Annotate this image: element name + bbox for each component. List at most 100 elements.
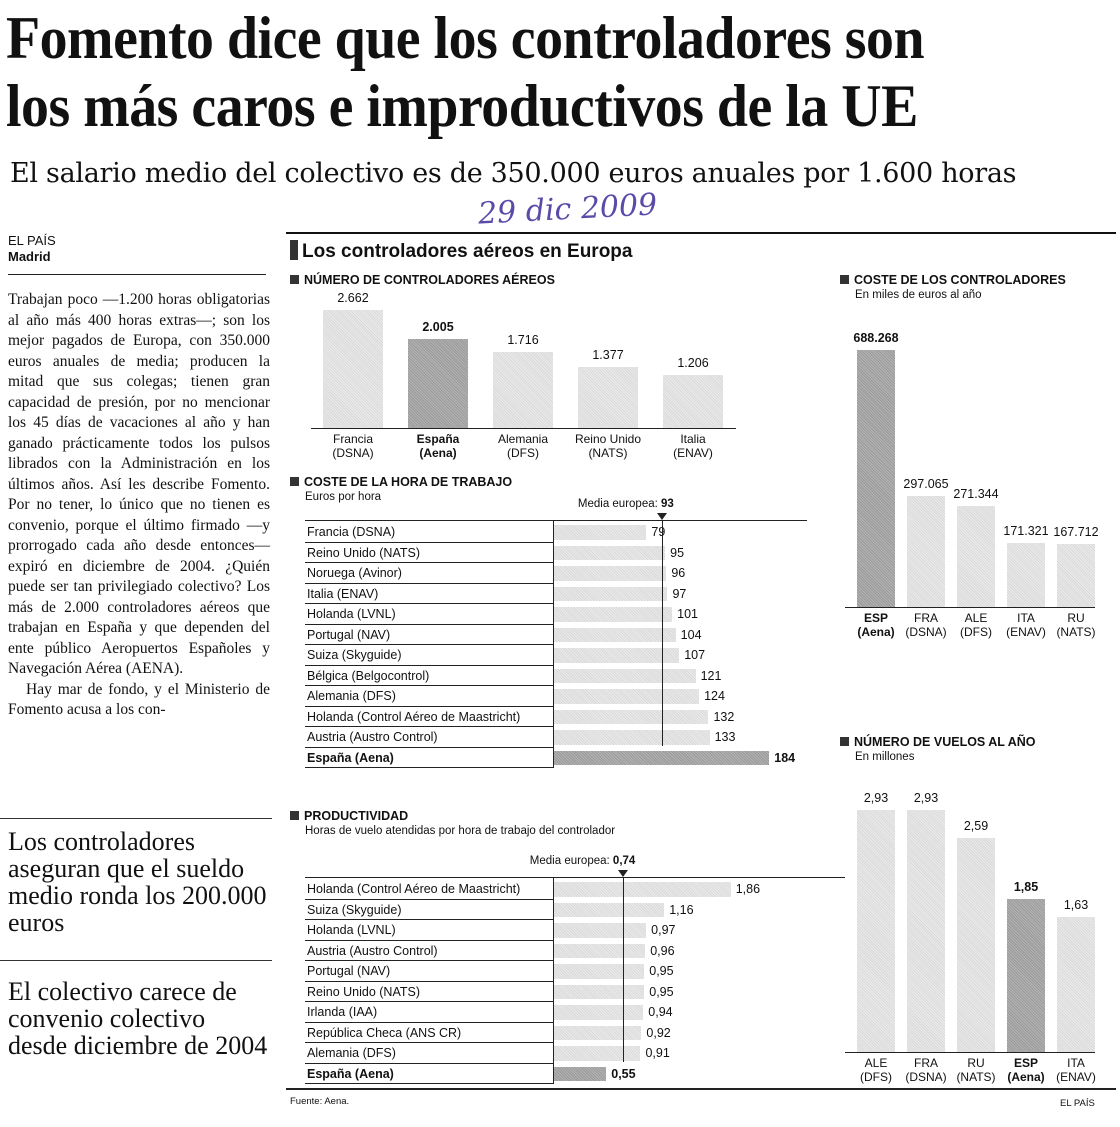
bar	[1007, 543, 1045, 607]
bar	[554, 586, 668, 601]
bar	[857, 350, 895, 607]
row-label: Suiza (Skyguide)	[305, 900, 553, 920]
row-label: Portugal (NAV)	[305, 625, 553, 645]
bar	[554, 1066, 607, 1081]
top-rule	[305, 877, 845, 878]
mean-marker-icon	[618, 870, 629, 877]
category-label: (NATS)	[956, 1070, 996, 1084]
category-label: (DFS)	[860, 1070, 892, 1084]
bar	[554, 689, 700, 704]
data-label: 0,92	[646, 1025, 671, 1040]
row-label: Noruega (Avinor)	[305, 563, 553, 584]
bar	[493, 351, 553, 428]
headline: Fomento dice que los controladores son l…	[6, 4, 1038, 140]
bar	[554, 709, 709, 724]
data-label: 133	[714, 730, 736, 744]
baseline	[845, 1052, 1095, 1053]
chart-title: NÚMERO DE CONTROLADORES AÉREOS	[290, 273, 555, 287]
mean-marker-icon	[656, 513, 667, 520]
data-label: 2.662	[337, 291, 369, 305]
mean-line	[661, 520, 663, 746]
category-label: España	[416, 432, 460, 446]
category-label: Italia	[680, 432, 706, 446]
divider	[8, 274, 266, 275]
category-label: (Aena)	[857, 625, 895, 639]
paragraph: Hay mar de fondo, y el Ministerio de Fom…	[8, 680, 270, 719]
chart-subtitle: En miles de euros al año	[855, 289, 982, 301]
data-label: 0,55	[611, 1066, 636, 1081]
data-label: 688.268	[853, 331, 899, 345]
bar	[1007, 899, 1045, 1052]
data-label: 1,63	[1063, 898, 1089, 913]
bar	[554, 545, 666, 560]
row-label: Holanda (LVNL)	[305, 604, 553, 625]
data-label: 2,93	[863, 791, 889, 805]
bar	[554, 902, 665, 917]
bar	[408, 339, 468, 428]
bar	[554, 964, 645, 979]
chart-title: COSTE DE LA HORA DE TRABAJO	[290, 475, 512, 489]
data-label: 0,97	[651, 923, 676, 937]
mean-label-text: Media europea:	[577, 498, 662, 510]
credit: EL PAÍS	[1060, 1098, 1095, 1109]
bar	[663, 374, 723, 428]
row-label: Francia (DSNA)	[305, 522, 553, 543]
top-rule	[305, 520, 807, 521]
data-label: 184	[774, 750, 796, 765]
byline-source: EL PAÍS	[8, 233, 56, 248]
data-label: 0,91	[645, 1046, 670, 1060]
row-label: España (Aena)	[305, 748, 553, 768]
data-label: 271.344	[953, 486, 999, 501]
category-label: Reino Unido	[574, 432, 642, 446]
mean-value: 93	[661, 498, 674, 510]
bar	[578, 366, 638, 428]
bottom-rule	[286, 1088, 1116, 1090]
data-label: 0,95	[649, 984, 674, 999]
data-label: 297.065	[903, 477, 949, 492]
category-label: (NATS)	[588, 446, 628, 460]
chart-title: PRODUCTIVIDAD	[290, 809, 408, 823]
bar	[857, 810, 895, 1052]
category-label: ESP	[1013, 1056, 1038, 1070]
category-label: ESP	[863, 611, 888, 625]
label-column-rule	[553, 520, 554, 768]
category-label: (DSNA)	[905, 625, 947, 639]
chart-title: NÚMERO DE VUELOS AL AÑO	[840, 735, 1036, 749]
bar	[554, 984, 645, 999]
bar	[907, 810, 945, 1052]
data-label: 121	[700, 668, 722, 683]
data-label: 1,16	[669, 902, 694, 917]
row-label: República Checa (ANS CR)	[305, 1023, 553, 1043]
bar	[554, 648, 680, 663]
bar	[554, 525, 647, 540]
bar	[554, 607, 673, 622]
bar	[554, 1046, 641, 1061]
row-label: Austria (Austro Control)	[305, 727, 553, 748]
data-label: 2.005	[422, 320, 454, 335]
infographic-title: Los controladores aéreos en Europa	[290, 240, 632, 263]
infographic-top-rule	[286, 232, 1116, 234]
data-label: 1.716	[507, 332, 539, 347]
row-label: Alemania (DFS)	[305, 686, 553, 707]
data-label: 1,86	[735, 882, 761, 896]
divider	[0, 818, 272, 819]
category-label: (DSNA)	[332, 446, 374, 460]
category-label: ITA	[1067, 1056, 1085, 1070]
data-label: 167.712	[1053, 525, 1099, 540]
chart-subtitle: Horas de vuelo atendidas por hora de tra…	[305, 825, 616, 837]
row-label: Irlanda (IAA)	[305, 1002, 553, 1023]
chart-title: COSTE DE LOS CONTROLADORES	[840, 273, 1066, 287]
data-label: 95	[670, 545, 685, 560]
category-label: (DFS)	[507, 446, 539, 460]
mean-label: Media europea: 93	[578, 498, 674, 510]
bar	[907, 496, 945, 607]
data-label: 97	[672, 586, 687, 601]
bar	[554, 668, 696, 683]
data-label: 1.206	[677, 355, 709, 370]
bar	[554, 750, 770, 765]
bar	[323, 310, 383, 428]
bar	[554, 882, 731, 897]
row-label: Holanda (Control Aéreo de Maastricht)	[305, 707, 553, 727]
bar	[554, 923, 647, 938]
row-label: España (Aena)	[305, 1064, 553, 1084]
